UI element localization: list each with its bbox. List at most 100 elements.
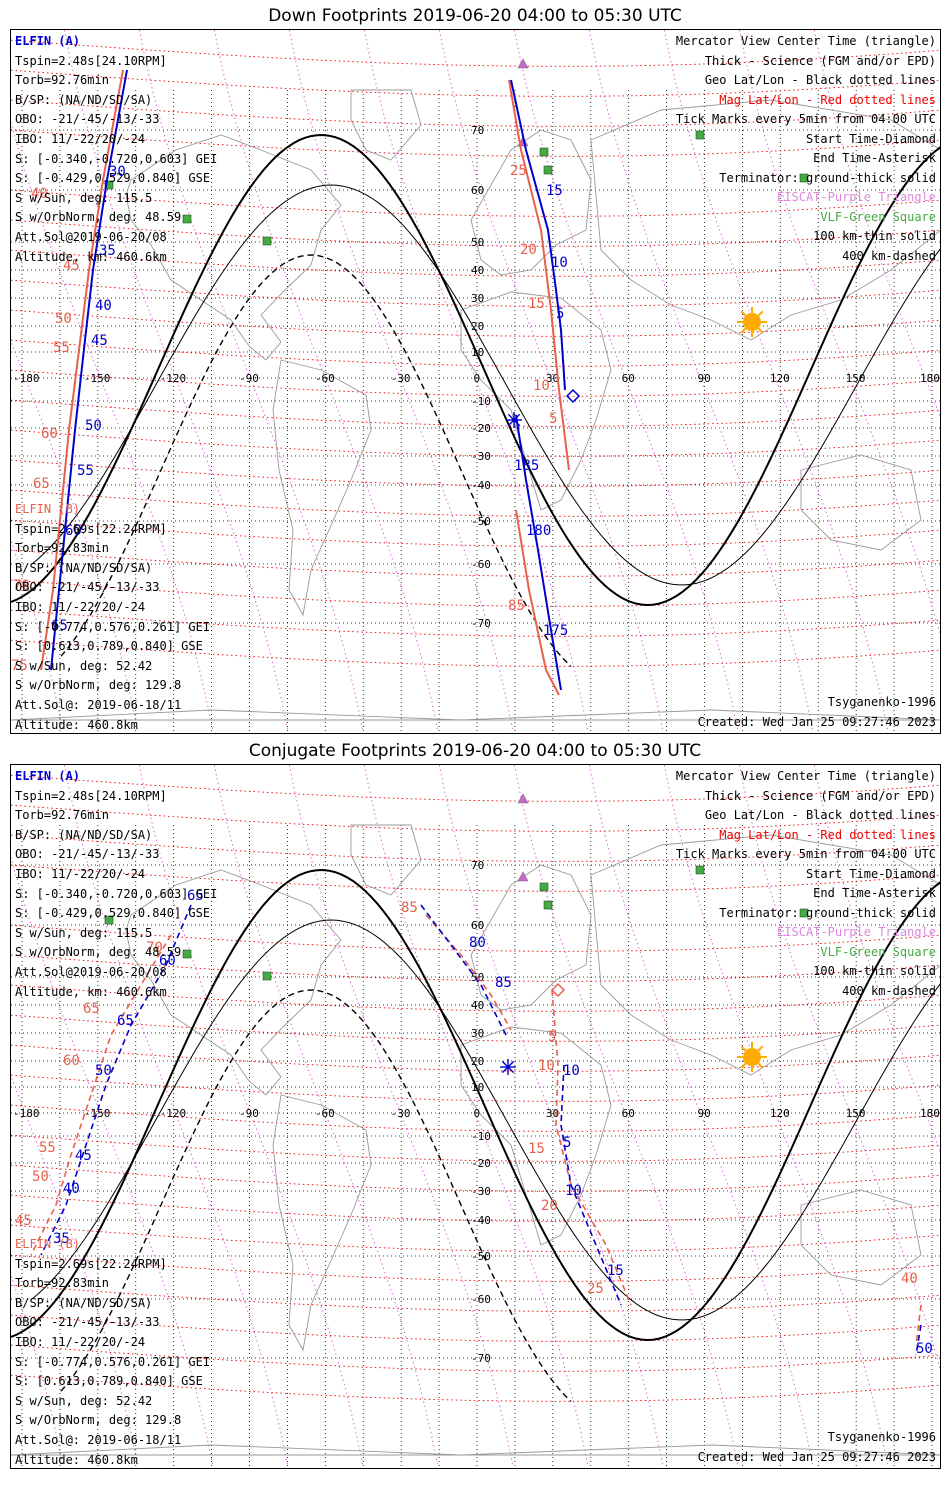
elfin-b-time-label: 55 bbox=[53, 340, 70, 356]
elfin-a-param-line: S w/Sun, deg: 115.5 bbox=[15, 190, 153, 205]
lat-tick-label: 70 bbox=[471, 124, 484, 137]
elfin-b-time-label: 25 bbox=[587, 1281, 604, 1297]
elfin-b-time-label: 65 bbox=[83, 1001, 100, 1017]
elfin-b-time-label: 25 bbox=[510, 163, 527, 179]
landmass-outline bbox=[590, 99, 940, 341]
lat-tick-label: -70 bbox=[471, 1352, 491, 1365]
elfin-a-param-line: Altitude, km: 460.6km bbox=[15, 984, 167, 999]
model-label: Tsyganenko-1996 bbox=[827, 695, 936, 709]
elfin-b-time-label: 85 bbox=[401, 900, 418, 916]
elfin-b-time-label: 40 bbox=[901, 1271, 918, 1287]
sun-disc bbox=[743, 313, 761, 331]
vlf-square bbox=[695, 130, 705, 140]
model-label: Tsyganenko-1996 bbox=[827, 1430, 936, 1444]
elfin-a-time-label: 65 bbox=[187, 888, 204, 904]
vlf-square bbox=[262, 971, 272, 981]
lon-tick-label: -30 bbox=[391, 372, 411, 385]
landmass-outline bbox=[460, 291, 612, 511]
vlf-square bbox=[262, 236, 272, 246]
elfin-b-param-line: B/SP: (NA/ND/SD/SA) bbox=[15, 560, 153, 575]
legend-entry: Mercator View Center Time (triangle) bbox=[675, 769, 936, 783]
elfin-b-info-block: ELFIN (B) Tspin=2.69s[22.24RPM] Torb=92.83… bbox=[15, 1235, 210, 1468]
legend-entry: 400 km-dashed bbox=[842, 983, 936, 998]
legend-entry: Tick Marks every 5min from 04:00 UTC bbox=[675, 847, 936, 861]
elfin-b-param-line: IBO: 11/-22/20/-24 bbox=[15, 1334, 146, 1349]
elfin-a-param-line: S: [-0.429,0.529,0.840] GSE bbox=[15, 171, 211, 186]
elfin-a-time-label: 65 bbox=[51, 618, 68, 634]
elfin-a-param-line: S: [-0.429,0.529,0.840] GSE bbox=[15, 906, 211, 921]
elfin-a-time-label: 60 bbox=[65, 523, 82, 539]
elfin-a-time-label: 10 bbox=[565, 1183, 582, 1199]
legend-entry: VLF-Green Square bbox=[820, 209, 936, 224]
elfin-b-track bbox=[915, 1304, 922, 1346]
terminator-100km bbox=[30, 184, 940, 586]
elfin-b-track bbox=[40, 69, 124, 671]
sun-ray bbox=[740, 1045, 747, 1052]
elfin-b-param-line: S: [0.613,0.789,0.840] GSE bbox=[15, 1374, 203, 1389]
lat-tick-label: 60 bbox=[471, 184, 484, 197]
elfin-b-param-line: OBO: -21/-45/-13/-33 bbox=[15, 1315, 160, 1330]
vlf-square bbox=[799, 908, 809, 918]
eiscat-triangle bbox=[517, 871, 529, 882]
elfin-a-time-label: 60 bbox=[159, 953, 176, 969]
lat-tick-label: -50 bbox=[471, 515, 491, 528]
elfin-a-param-line: IBO: 11/-22/20/-24 bbox=[15, 866, 146, 881]
elfin-b-time-label: 45 bbox=[63, 258, 80, 274]
elfin-a-time-label: 10 bbox=[551, 255, 568, 271]
legend-entry: Mag Lat/Lon - Red dotted lines bbox=[719, 92, 936, 107]
lon-tick-label: -150 bbox=[84, 1107, 111, 1120]
legend-entry: 100 km-thin solid bbox=[813, 964, 936, 978]
lon-tick-label: 30 bbox=[546, 372, 559, 385]
elfin-a-param-line: Torb=92.76min bbox=[15, 808, 109, 823]
elfin-b-time-label: 70 bbox=[146, 940, 163, 956]
elfin-b-time-label: 5 bbox=[549, 411, 557, 427]
lat-tick-label: -60 bbox=[471, 1293, 491, 1306]
elfin-a-time-label: 45 bbox=[91, 333, 108, 349]
lon-tick-label: 60 bbox=[622, 1107, 635, 1120]
lat-tick-label: -30 bbox=[471, 450, 491, 463]
sun-ray bbox=[740, 310, 747, 317]
lat-tick-label: -70 bbox=[471, 617, 491, 630]
legend-entry: Start Time-Diamond bbox=[805, 131, 936, 146]
conjugate-footprints-title: Conjugate Footprints 2019-06-20 04:00 to… bbox=[248, 741, 702, 761]
vlf-square bbox=[539, 882, 549, 892]
landmass-outline bbox=[272, 359, 372, 617]
sun-icon bbox=[737, 307, 767, 337]
elfin-a-time-label: 50 bbox=[916, 1341, 933, 1357]
elfin-a-time-label: 15 bbox=[607, 1263, 624, 1279]
vlf-square bbox=[799, 173, 809, 183]
elfin-b-time-label: 60 bbox=[63, 1053, 80, 1069]
lon-tick-label: 0 bbox=[474, 372, 481, 385]
elfin-b-track bbox=[551, 989, 632, 1306]
elfin-b-param-line: S w/Sun, deg: 52.42 bbox=[15, 1393, 153, 1408]
start-diamond bbox=[550, 982, 566, 998]
elfin-a-param-line: Torb=92.76min bbox=[15, 73, 109, 88]
elfin-a-time-label: 10 bbox=[563, 1063, 580, 1079]
terminator-ground bbox=[11, 133, 940, 607]
landmass-outline bbox=[460, 1026, 612, 1246]
elfin-b-time-label: 20 bbox=[541, 1198, 558, 1214]
elfin-a-name: ELFIN (A) bbox=[15, 34, 81, 48]
legend-entry: Terminator: ground-thick solid bbox=[719, 170, 936, 185]
vlf-square bbox=[182, 949, 192, 959]
sun-icon bbox=[737, 1042, 767, 1072]
legend-entry: 400 km-dashed bbox=[842, 248, 936, 263]
sun-ray bbox=[740, 327, 747, 334]
sun-ray bbox=[757, 1062, 764, 1069]
lat-tick-label: -50 bbox=[471, 1250, 491, 1263]
elfin-a-time-label: 175 bbox=[543, 623, 568, 639]
elfin-a-time-label: 35 bbox=[53, 1231, 70, 1247]
elfin-a-info-block: ELFIN (A) Tspin=2.48s[24.10RPM] Torb=92.76… bbox=[15, 767, 217, 1002]
lat-tick-label: -20 bbox=[471, 422, 491, 435]
elfin-a-param-line: S: [-0.340,-0.720,0.603] GEI bbox=[15, 151, 218, 166]
sun-disc bbox=[743, 1048, 761, 1066]
lat-tick-label: 20 bbox=[471, 1055, 484, 1068]
elfin-b-time-label: 15 bbox=[528, 296, 545, 312]
elfin-a-track bbox=[40, 904, 192, 1256]
landmass-outline bbox=[350, 89, 422, 161]
coastlines bbox=[11, 89, 940, 721]
start-diamond bbox=[565, 388, 581, 404]
vlf-square bbox=[543, 900, 553, 910]
landmass-outline bbox=[11, 1444, 940, 1456]
legend-entry: 100 km-thin solid bbox=[813, 229, 936, 243]
